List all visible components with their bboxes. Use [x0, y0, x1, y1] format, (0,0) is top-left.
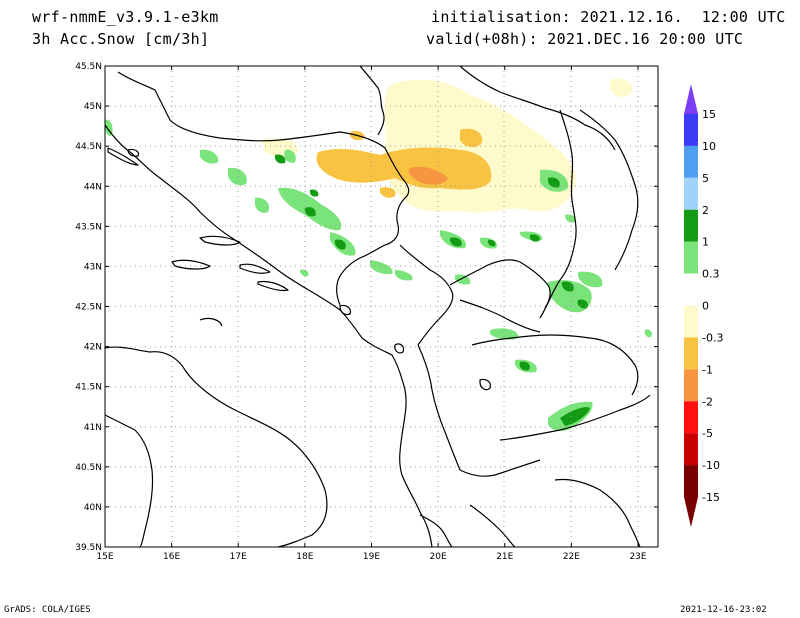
colorbar-label: 10: [702, 140, 716, 153]
lat-tick-label: 42.5N: [75, 303, 102, 313]
lat-tick-label: 42N: [84, 343, 102, 353]
colorbar: 15 10 5 2 1 0.3 0 -0.3 -1 -2 -5 -10 -15: [684, 84, 723, 527]
colorbar-swatch: [684, 209, 698, 242]
colorbar-label: -1: [702, 363, 713, 376]
colorbar-label: 5: [702, 172, 709, 185]
variable-title: 3h Acc.Snow [cm/3h]: [32, 30, 210, 48]
colorbar-swatch: [684, 433, 698, 466]
lat-tick-label: 45.5N: [75, 62, 102, 72]
colorbar-label: 0.3: [702, 268, 720, 281]
lat-tick-label: 40.5N: [75, 463, 102, 473]
colorbar-label: 15: [702, 108, 716, 121]
lon-tick-label: 23E: [629, 552, 646, 562]
colorbar-bottom-triangle: [684, 497, 698, 527]
lat-tick-label: 43N: [84, 262, 102, 272]
colorbar-swatch: [684, 114, 698, 146]
lon-tick-label: 20E: [430, 552, 447, 562]
lat-tick-label: 41N: [84, 423, 102, 433]
colorbar-label: 0: [702, 300, 709, 313]
map-grid: [105, 66, 658, 547]
lon-tick-label: 22E: [563, 552, 580, 562]
lat-tick-label: 40N: [84, 503, 102, 513]
model-title: wrf-nmmE_v3.9.1-e3km: [32, 8, 219, 26]
colorbar-swatch: [684, 145, 698, 178]
coastlines-and-borders: [105, 66, 651, 547]
colorbar-swatch: [684, 305, 698, 338]
colorbar-label: -0.3: [702, 331, 723, 344]
colorbar-label: 2: [702, 204, 709, 217]
colorbar-label: -2: [702, 395, 713, 408]
valid-time: valid(+08h): 2021.DEC.16 20:00 UTC: [426, 30, 744, 48]
initialisation-time: initialisation: 2021.12.16. 12:00 UTC: [431, 8, 786, 26]
colorbar-top-triangle: [684, 84, 698, 114]
colorbar-swatch: [684, 337, 698, 370]
lon-tick-label: 17E: [230, 552, 247, 562]
lon-tick-label: 16E: [163, 552, 180, 562]
lat-tick-label: 44N: [84, 182, 102, 192]
snow-field-gold: [316, 128, 492, 198]
lon-tick-label: 18E: [296, 552, 313, 562]
colorbar-swatch: [684, 369, 698, 402]
colorbar-swatch: [684, 273, 698, 306]
lon-tick-label: 21E: [496, 552, 513, 562]
footer-grads-credit: GrADS: COLA/IGES: [4, 605, 91, 615]
axis-ticks: [104, 65, 658, 548]
lat-tick-label: 41.5N: [75, 383, 102, 393]
lat-tick-label: 39.5N: [75, 543, 102, 553]
colorbar-swatch: [684, 177, 698, 210]
colorbar-swatch: [684, 241, 698, 274]
lat-tick-label: 44.5N: [75, 142, 102, 152]
colorbar-label: -15: [702, 491, 720, 504]
latitude-labels: 39.5N 40N 40.5N 41N 41.5N 42N 42.5N 43N 43.5N 44N…: [75, 62, 102, 553]
longitude-labels: 15E 16E 17E 18E 19E 20E 21E 22E 23E: [96, 552, 646, 562]
lon-tick-label: 19E: [363, 552, 380, 562]
colorbar-swatch: [684, 401, 698, 434]
lon-tick-label: 15E: [96, 552, 113, 562]
colorbar-label: -5: [702, 427, 713, 440]
colorbar-label: 1: [702, 236, 709, 249]
lat-tick-label: 43.5N: [75, 222, 102, 232]
lat-tick-label: 45N: [84, 102, 102, 112]
snow-field-orange: [408, 166, 448, 185]
colorbar-swatch: [684, 465, 698, 497]
colorbar-label: -10: [702, 459, 720, 472]
footer-timestamp: 2021-12-16-23:02: [680, 605, 767, 615]
